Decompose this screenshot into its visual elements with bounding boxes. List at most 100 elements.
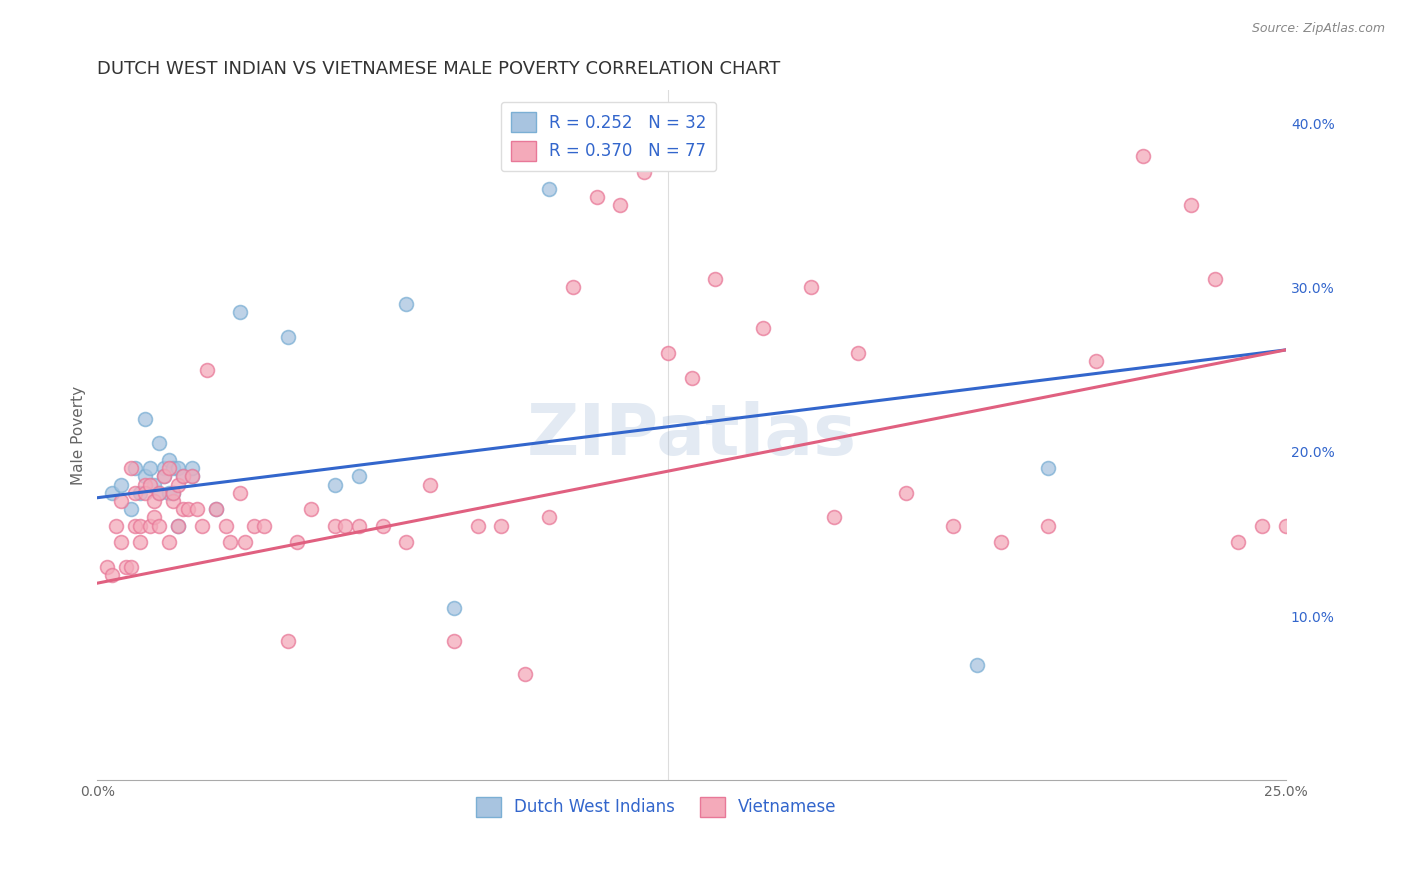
- Point: [157, 453, 180, 467]
- Point: [176, 502, 198, 516]
- Text: Source: ZipAtlas.com: Source: ZipAtlas.com: [1251, 22, 1385, 36]
- Point: [124, 485, 146, 500]
- Point: [153, 469, 176, 483]
- Point: [120, 502, 142, 516]
- Point: [167, 518, 190, 533]
- Point: [100, 568, 122, 582]
- Point: [129, 535, 152, 549]
- Point: [134, 477, 156, 491]
- Point: [443, 633, 465, 648]
- Point: [419, 477, 441, 491]
- Point: [515, 666, 537, 681]
- Point: [162, 485, 184, 500]
- Point: [148, 485, 170, 500]
- Point: [110, 477, 132, 491]
- Point: [162, 461, 184, 475]
- Point: [124, 518, 146, 533]
- Point: [347, 469, 370, 483]
- Point: [823, 510, 845, 524]
- Point: [229, 485, 252, 500]
- Point: [138, 477, 160, 491]
- Point: [323, 518, 346, 533]
- Point: [561, 280, 583, 294]
- Y-axis label: Male Poverty: Male Poverty: [72, 385, 86, 485]
- Point: [181, 469, 204, 483]
- Point: [96, 559, 118, 574]
- Point: [799, 280, 821, 294]
- Point: [134, 469, 156, 483]
- Point: [1084, 354, 1107, 368]
- Point: [215, 518, 238, 533]
- Point: [1132, 149, 1154, 163]
- Point: [323, 477, 346, 491]
- Point: [538, 182, 561, 196]
- Point: [467, 518, 489, 533]
- Point: [153, 469, 176, 483]
- Text: ZIPatlas: ZIPatlas: [527, 401, 856, 470]
- Point: [167, 518, 190, 533]
- Point: [299, 502, 322, 516]
- Point: [181, 461, 204, 475]
- Point: [120, 559, 142, 574]
- Point: [1227, 535, 1250, 549]
- Point: [172, 469, 194, 483]
- Point: [167, 461, 190, 475]
- Point: [1038, 518, 1060, 533]
- Point: [148, 436, 170, 450]
- Point: [443, 600, 465, 615]
- Point: [1038, 461, 1060, 475]
- Point: [205, 502, 228, 516]
- Point: [157, 485, 180, 500]
- Point: [153, 461, 176, 475]
- Point: [105, 518, 128, 533]
- Point: [186, 502, 208, 516]
- Point: [143, 494, 166, 508]
- Point: [395, 297, 418, 311]
- Point: [371, 518, 394, 533]
- Point: [120, 461, 142, 475]
- Point: [609, 198, 631, 212]
- Point: [143, 510, 166, 524]
- Point: [657, 346, 679, 360]
- Point: [110, 535, 132, 549]
- Point: [752, 321, 775, 335]
- Point: [205, 502, 228, 516]
- Point: [115, 559, 138, 574]
- Point: [157, 461, 180, 475]
- Point: [229, 305, 252, 319]
- Point: [942, 518, 965, 533]
- Point: [585, 190, 607, 204]
- Point: [148, 518, 170, 533]
- Point: [347, 518, 370, 533]
- Point: [100, 485, 122, 500]
- Point: [253, 518, 276, 533]
- Point: [219, 535, 242, 549]
- Point: [1275, 518, 1298, 533]
- Point: [138, 518, 160, 533]
- Point: [1251, 518, 1274, 533]
- Point: [181, 469, 204, 483]
- Point: [894, 485, 917, 500]
- Point: [277, 633, 299, 648]
- Point: [172, 502, 194, 516]
- Point: [491, 518, 513, 533]
- Point: [134, 485, 156, 500]
- Point: [129, 485, 152, 500]
- Point: [333, 518, 356, 533]
- Point: [143, 477, 166, 491]
- Point: [285, 535, 308, 549]
- Point: [134, 412, 156, 426]
- Point: [167, 477, 190, 491]
- Point: [681, 371, 703, 385]
- Point: [243, 518, 266, 533]
- Point: [110, 494, 132, 508]
- Point: [966, 658, 988, 673]
- Point: [704, 272, 727, 286]
- Point: [990, 535, 1012, 549]
- Point: [395, 535, 418, 549]
- Point: [1204, 272, 1226, 286]
- Point: [538, 510, 561, 524]
- Point: [124, 461, 146, 475]
- Point: [233, 535, 256, 549]
- Point: [172, 469, 194, 483]
